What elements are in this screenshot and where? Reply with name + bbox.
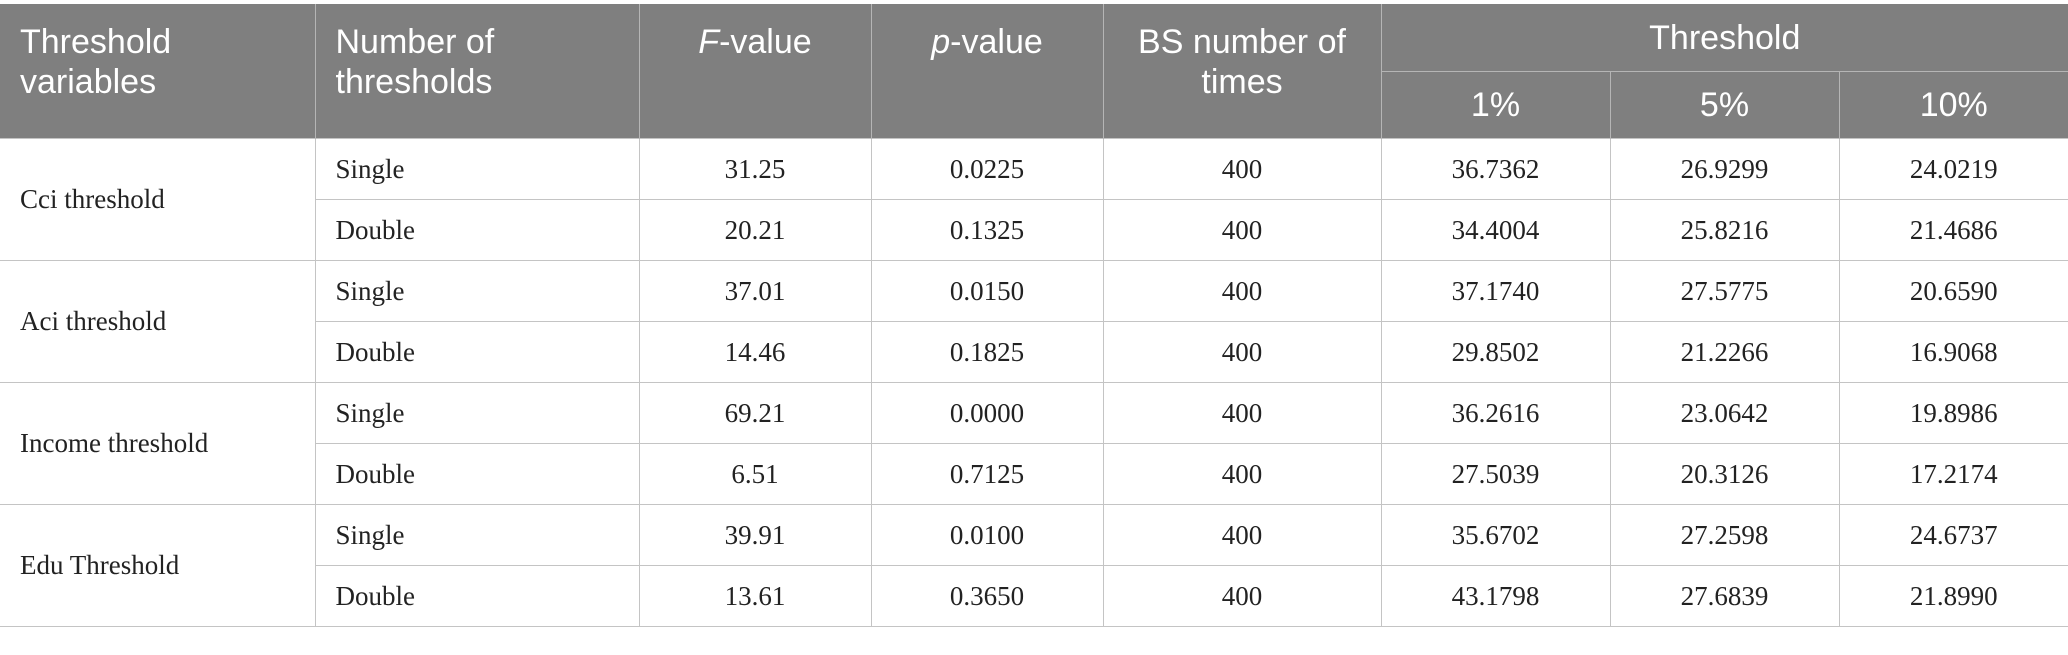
header-threshold-variables: Threshold variables [0, 4, 316, 139]
table-header: Threshold variables Number of thresholds… [0, 4, 2068, 139]
f-value-cell: 31.25 [638, 138, 872, 200]
threshold-10pct-cell: 17.2174 [1838, 443, 2068, 505]
threshold-10pct-cell: 19.8986 [1838, 382, 2068, 444]
table-row: Double 13.61 0.3650 400 43.1798 27.6839 … [0, 565, 2068, 627]
threshold-5pct-cell: 27.6839 [1609, 565, 1840, 627]
threshold-type-cell: Double [314, 443, 640, 505]
threshold-1pct-cell: 29.8502 [1380, 321, 1611, 383]
threshold-type-cell: Double [314, 199, 640, 261]
threshold-1pct-cell: 36.7362 [1380, 138, 1611, 200]
f-value-cell: 13.61 [638, 565, 872, 627]
header-p-value: p-value [870, 4, 1104, 139]
bs-number-cell: 400 [1102, 565, 1382, 627]
p-value-cell: 0.0150 [870, 260, 1104, 322]
p-value-cell: 0.7125 [870, 443, 1104, 505]
threshold-5pct-cell: 27.2598 [1609, 504, 1840, 566]
header-pct-5: 5% [1609, 71, 1840, 139]
bs-number-cell: 400 [1102, 321, 1382, 383]
table-row: Double 6.51 0.7125 400 27.5039 20.3126 1… [0, 443, 2068, 505]
f-value-cell: 14.46 [638, 321, 872, 383]
threshold-10pct-cell: 21.8990 [1838, 565, 2068, 627]
header-number-of-thresholds: Number of thresholds [314, 4, 640, 139]
header-p-value-italic: p [931, 23, 951, 61]
threshold-type-cell: Single [314, 260, 640, 322]
threshold-1pct-cell: 27.5039 [1380, 443, 1611, 505]
threshold-type-cell: Single [314, 382, 640, 444]
threshold-10pct-cell: 24.6737 [1838, 504, 2068, 566]
table-row: Cci threshold Single 31.25 0.0225 400 36… [0, 138, 2068, 261]
f-value-cell: 69.21 [638, 382, 872, 444]
header-f-value-rest: -value [719, 23, 812, 61]
threshold-10pct-cell: 20.6590 [1838, 260, 2068, 322]
header-f-value-italic: F [698, 23, 720, 61]
table-row: Edu Threshold Single 39.91 0.0100 400 35… [0, 504, 2068, 627]
threshold-5pct-cell: 25.8216 [1609, 199, 1840, 261]
header-threshold-group: Threshold [1380, 4, 2068, 72]
table-row: Income threshold Single 69.21 0.0000 400… [0, 382, 2068, 505]
header-f-value: F-value [638, 4, 872, 139]
bs-number-cell: 400 [1102, 382, 1382, 444]
header-p-value-rest: -value [950, 23, 1043, 61]
threshold-5pct-cell: 23.0642 [1609, 382, 1840, 444]
threshold-1pct-cell: 35.6702 [1380, 504, 1611, 566]
p-value-cell: 0.1825 [870, 321, 1104, 383]
table-row: Aci threshold Single 37.01 0.0150 400 37… [0, 260, 2068, 383]
table-body: Cci threshold Single 31.25 0.0225 400 36… [0, 138, 2068, 627]
bs-number-cell: 400 [1102, 138, 1382, 200]
header-pct-10: 10% [1838, 71, 2068, 139]
threshold-5pct-cell: 21.2266 [1609, 321, 1840, 383]
f-value-cell: 6.51 [638, 443, 872, 505]
bs-number-cell: 400 [1102, 443, 1382, 505]
threshold-5pct-cell: 20.3126 [1609, 443, 1840, 505]
threshold-variable-cell: Aci threshold [0, 260, 316, 383]
threshold-10pct-cell: 16.9068 [1838, 321, 2068, 383]
threshold-10pct-cell: 24.0219 [1838, 138, 2068, 200]
f-value-cell: 39.91 [638, 504, 872, 566]
threshold-5pct-cell: 26.9299 [1609, 138, 1840, 200]
p-value-cell: 0.3650 [870, 565, 1104, 627]
f-value-cell: 20.21 [638, 199, 872, 261]
threshold-variable-cell: Cci threshold [0, 138, 316, 261]
threshold-type-cell: Double [314, 321, 640, 383]
p-value-cell: 0.0225 [870, 138, 1104, 200]
bs-number-cell: 400 [1102, 504, 1382, 566]
table-row: Double 14.46 0.1825 400 29.8502 21.2266 … [0, 321, 2068, 383]
threshold-variable-cell: Income threshold [0, 382, 316, 505]
threshold-1pct-cell: 36.2616 [1380, 382, 1611, 444]
threshold-1pct-cell: 37.1740 [1380, 260, 1611, 322]
threshold-variable-cell: Edu Threshold [0, 504, 316, 627]
threshold-1pct-cell: 34.4004 [1380, 199, 1611, 261]
threshold-type-cell: Single [314, 138, 640, 200]
threshold-1pct-cell: 43.1798 [1380, 565, 1611, 627]
threshold-results-table: Threshold variables Number of thresholds… [0, 4, 2068, 627]
threshold-type-cell: Double [314, 565, 640, 627]
f-value-cell: 37.01 [638, 260, 872, 322]
p-value-cell: 0.0000 [870, 382, 1104, 444]
bs-number-cell: 400 [1102, 260, 1382, 322]
p-value-cell: 0.1325 [870, 199, 1104, 261]
bs-number-cell: 400 [1102, 199, 1382, 261]
threshold-5pct-cell: 27.5775 [1609, 260, 1840, 322]
p-value-cell: 0.0100 [870, 504, 1104, 566]
threshold-10pct-cell: 21.4686 [1838, 199, 2068, 261]
header-bs-number: BS number of times [1102, 4, 1382, 139]
threshold-type-cell: Single [314, 504, 640, 566]
header-pct-1: 1% [1380, 71, 1611, 139]
